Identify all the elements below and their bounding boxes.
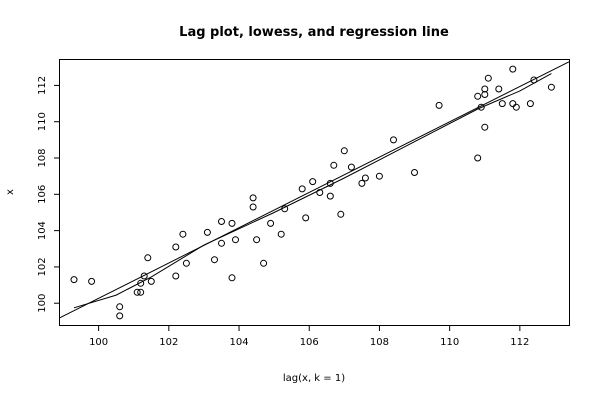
data-point xyxy=(309,178,317,186)
data-point xyxy=(498,100,506,108)
data-point xyxy=(228,274,236,282)
data-point xyxy=(530,76,538,84)
y-tick-label: 110 xyxy=(37,112,48,131)
chart-title: Lag plot, lowess, and regression line xyxy=(179,25,449,40)
data-point xyxy=(116,312,124,320)
data-point xyxy=(228,219,236,227)
data-point xyxy=(361,174,369,182)
data-point xyxy=(260,259,268,267)
x-axis: 100 102 104 106 108 110 112 xyxy=(89,325,529,348)
data-point xyxy=(526,100,534,108)
data-point xyxy=(330,161,338,169)
x-tick-label: 100 xyxy=(89,337,108,348)
data-point xyxy=(481,123,489,131)
y-tick-label: 106 xyxy=(37,185,48,204)
data-point xyxy=(316,189,324,196)
y-tick-label: 104 xyxy=(37,221,48,240)
data-point xyxy=(218,218,225,225)
data-point xyxy=(267,219,275,227)
data-point xyxy=(277,230,285,238)
data-point xyxy=(182,259,190,267)
data-point xyxy=(116,303,124,311)
y-tick-label: 108 xyxy=(37,148,48,167)
data-point xyxy=(481,91,489,98)
data-point xyxy=(477,103,485,111)
data-point xyxy=(88,277,96,285)
data-point xyxy=(147,277,155,285)
data-point xyxy=(375,172,383,180)
x-tick-label: 108 xyxy=(370,337,389,348)
data-point xyxy=(298,185,306,193)
data-point xyxy=(137,279,145,287)
data-point xyxy=(211,256,218,264)
x-tick-label: 104 xyxy=(229,337,248,348)
data-point xyxy=(281,205,289,213)
x-tick-label: 110 xyxy=(440,337,459,348)
data-point xyxy=(326,192,334,200)
data-point xyxy=(547,83,555,91)
data-point xyxy=(509,65,517,73)
data-point xyxy=(172,243,180,251)
lowess-line xyxy=(73,73,552,309)
x-tick-label: 112 xyxy=(510,337,529,348)
data-point xyxy=(512,103,520,111)
data-point xyxy=(232,236,239,244)
data-point xyxy=(347,163,355,171)
data-point xyxy=(484,74,492,82)
x-tick-label: 102 xyxy=(159,337,178,348)
fit-lines xyxy=(59,61,570,319)
data-point xyxy=(203,228,211,236)
data-point xyxy=(495,85,503,93)
data-point xyxy=(172,272,180,280)
data-point xyxy=(218,239,225,247)
data-point xyxy=(390,136,397,144)
data-point xyxy=(411,169,418,176)
y-tick-label: 100 xyxy=(37,294,48,313)
data-point xyxy=(358,179,366,187)
data-point xyxy=(179,230,187,238)
data-point xyxy=(474,154,482,162)
x-tick-label: 106 xyxy=(300,337,319,348)
data-point xyxy=(326,179,334,187)
data-point xyxy=(253,236,261,244)
plot-frame xyxy=(59,59,570,326)
data-point xyxy=(70,276,78,284)
y-axis: 100 102 104 106 108 110 112 xyxy=(37,76,60,313)
data-point xyxy=(474,92,482,100)
y-axis-label: x xyxy=(5,189,16,195)
y-tick-label: 102 xyxy=(37,257,48,276)
data-point xyxy=(137,288,145,296)
data-point xyxy=(337,210,345,218)
data-point xyxy=(144,254,152,262)
data-point xyxy=(249,194,257,202)
data-point xyxy=(302,214,310,222)
regression-line xyxy=(59,61,570,319)
data-point xyxy=(133,288,141,296)
data-point xyxy=(509,100,517,108)
data-points xyxy=(70,65,555,320)
data-point xyxy=(249,203,257,211)
data-point xyxy=(340,147,348,155)
x-axis-label: lag(x, k = 1) xyxy=(283,373,345,384)
y-tick-label: 112 xyxy=(37,76,48,95)
data-point xyxy=(435,101,443,109)
data-point xyxy=(140,272,148,280)
